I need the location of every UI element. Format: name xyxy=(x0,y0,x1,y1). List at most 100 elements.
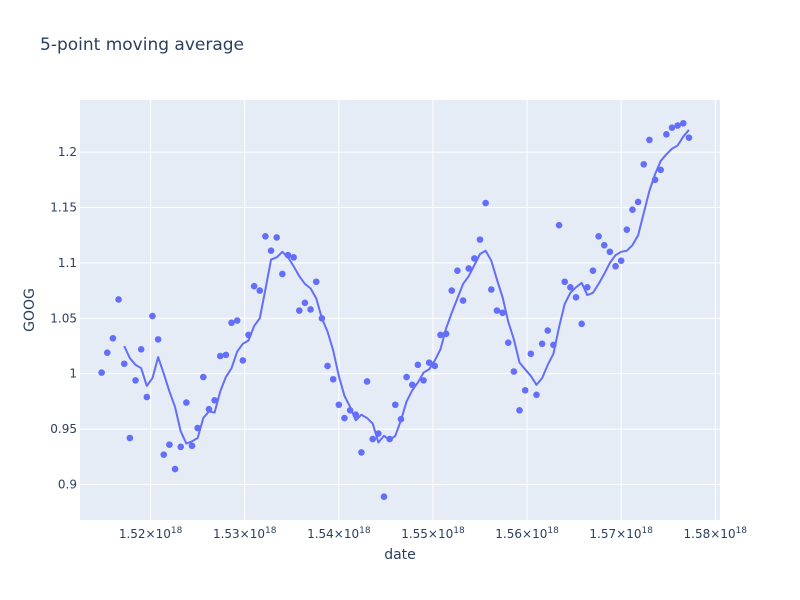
data-point[interactable] xyxy=(391,401,399,409)
data-point[interactable] xyxy=(149,312,156,320)
data-point[interactable] xyxy=(267,247,275,255)
data-point[interactable] xyxy=(109,334,117,342)
data-point[interactable] xyxy=(431,362,439,370)
data-point[interactable] xyxy=(216,352,224,360)
data-point[interactable] xyxy=(171,465,179,473)
data-point[interactable] xyxy=(504,339,512,346)
data-point[interactable] xyxy=(177,443,185,451)
data-point[interactable] xyxy=(284,251,292,259)
data-point[interactable] xyxy=(674,122,681,129)
data-point[interactable] xyxy=(329,375,337,383)
data-point[interactable] xyxy=(685,134,693,141)
data-point[interactable] xyxy=(120,360,128,368)
data-point[interactable] xyxy=(437,331,444,339)
data-point[interactable] xyxy=(295,307,303,314)
data-point[interactable] xyxy=(143,393,151,401)
data-point[interactable] xyxy=(273,234,281,241)
data-point[interactable] xyxy=(657,166,665,174)
data-point[interactable] xyxy=(335,401,343,409)
data-point[interactable] xyxy=(250,282,258,290)
data-point[interactable] xyxy=(634,198,642,206)
data-point[interactable] xyxy=(499,309,506,317)
data-point[interactable] xyxy=(166,441,173,448)
data-point[interactable] xyxy=(578,320,585,328)
data-point[interactable] xyxy=(589,267,597,274)
data-point[interactable] xyxy=(194,424,201,432)
data-point[interactable] xyxy=(363,378,371,385)
data-point[interactable] xyxy=(380,493,388,501)
data-point[interactable] xyxy=(307,306,314,313)
data-point[interactable] xyxy=(663,131,670,138)
data-point[interactable] xyxy=(160,451,168,458)
data-point[interactable] xyxy=(583,283,591,291)
data-point[interactable] xyxy=(183,399,190,406)
data-point[interactable] xyxy=(521,387,529,394)
data-point[interactable] xyxy=(256,287,264,294)
data-point[interactable] xyxy=(471,255,478,262)
data-point[interactable] xyxy=(154,336,162,343)
data-point[interactable] xyxy=(199,373,207,381)
data-point[interactable] xyxy=(516,406,523,414)
data-point[interactable] xyxy=(646,136,653,144)
data-point[interactable] xyxy=(612,262,619,270)
data-point[interactable] xyxy=(533,391,540,399)
data-point[interactable] xyxy=(341,414,348,422)
data-point[interactable] xyxy=(115,296,122,303)
data-point[interactable] xyxy=(290,254,297,261)
data-point[interactable] xyxy=(544,327,552,334)
data-point[interactable] xyxy=(595,233,602,240)
data-point[interactable] xyxy=(629,206,636,214)
data-point[interactable] xyxy=(228,319,235,327)
data-point[interactable] xyxy=(538,340,546,348)
data-point[interactable] xyxy=(493,307,501,314)
data-point[interactable] xyxy=(205,405,213,413)
data-point[interactable] xyxy=(318,315,326,322)
data-point[interactable] xyxy=(386,435,393,443)
data-point[interactable] xyxy=(482,199,489,207)
data-point[interactable] xyxy=(640,160,648,168)
data-point[interactable] xyxy=(572,293,580,301)
data-point[interactable] xyxy=(262,233,269,240)
data-point[interactable] xyxy=(233,317,241,324)
data-point[interactable] xyxy=(448,287,456,294)
data-point[interactable] xyxy=(617,257,625,264)
data-point[interactable] xyxy=(623,226,631,233)
data-point[interactable] xyxy=(352,411,360,419)
data-point[interactable] xyxy=(454,267,461,274)
data-point[interactable] xyxy=(420,377,427,384)
data-point[interactable] xyxy=(510,368,518,375)
data-point[interactable] xyxy=(137,346,145,353)
data-point[interactable] xyxy=(459,297,467,304)
data-point[interactable] xyxy=(126,434,134,442)
data-point[interactable] xyxy=(561,278,569,286)
data-point[interactable] xyxy=(369,435,377,443)
data-point[interactable] xyxy=(312,278,320,286)
data-point[interactable] xyxy=(98,369,105,376)
data-point[interactable] xyxy=(188,442,196,450)
data-point[interactable] xyxy=(567,283,574,291)
data-point[interactable] xyxy=(527,350,535,358)
data-point[interactable] xyxy=(358,449,365,456)
data-point[interactable] xyxy=(211,397,218,404)
data-point[interactable] xyxy=(550,341,557,349)
data-point[interactable] xyxy=(375,430,382,437)
data-point[interactable] xyxy=(222,351,230,359)
data-point[interactable] xyxy=(346,406,354,414)
data-point[interactable] xyxy=(414,361,422,369)
data-point[interactable] xyxy=(476,236,484,243)
data-point[interactable] xyxy=(425,359,433,366)
data-point[interactable] xyxy=(465,265,473,272)
data-point[interactable] xyxy=(442,330,450,338)
data-point[interactable] xyxy=(245,331,252,339)
data-point[interactable] xyxy=(324,362,331,370)
data-point[interactable] xyxy=(103,349,111,356)
data-point[interactable] xyxy=(301,299,309,307)
data-point[interactable] xyxy=(679,119,687,127)
data-point[interactable] xyxy=(555,221,563,229)
data-point[interactable] xyxy=(403,373,410,381)
data-point[interactable] xyxy=(668,124,676,131)
plot-area[interactable] xyxy=(80,100,720,520)
data-point[interactable] xyxy=(487,286,495,293)
data-point[interactable] xyxy=(239,357,247,364)
data-point[interactable] xyxy=(408,381,416,389)
